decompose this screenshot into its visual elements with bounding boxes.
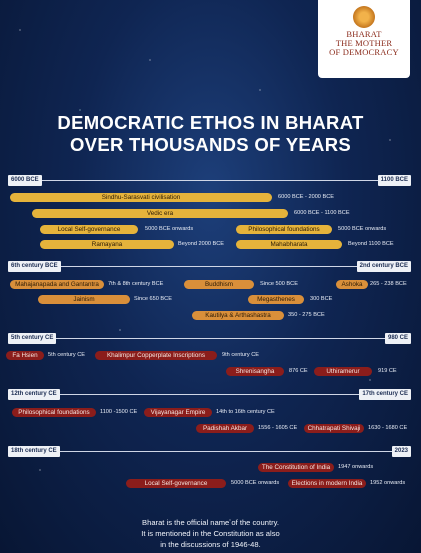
era-bar: Mahabharata bbox=[236, 240, 342, 249]
era-date: 6000 BCE - 1100 BCE bbox=[294, 210, 350, 216]
timeline-rule bbox=[8, 180, 411, 181]
era-bar: Vijayanagar Empire bbox=[144, 408, 212, 417]
footer-note: Bharat is the official name of the count… bbox=[0, 517, 421, 550]
era-bar: Fa Hsien bbox=[6, 351, 44, 360]
era-bar: Vedic era bbox=[32, 209, 288, 218]
era-date: 265 - 238 BCE bbox=[370, 281, 407, 287]
page-title: DEMOCRATIC ETHOS IN BHARAT OVER THOUSAND… bbox=[0, 112, 421, 156]
era-date: Beyond 1100 BCE bbox=[348, 241, 394, 247]
timeline-rule bbox=[8, 338, 411, 339]
logo-line2: THE MOTHER bbox=[335, 38, 393, 48]
era-date: 1947 onwards bbox=[338, 464, 374, 470]
era-bar: The Constitution of India bbox=[258, 463, 334, 472]
era-date: 1952 onwards bbox=[370, 480, 406, 486]
era-bar: Ramayana bbox=[40, 240, 174, 249]
era-bar: Khalimpur Copperplate Inscriptions bbox=[95, 351, 217, 360]
timeline-rule bbox=[8, 266, 411, 267]
footer-line2: It is mentioned in the Constitution as a… bbox=[141, 529, 280, 538]
era-date: Since 500 BCE bbox=[260, 281, 298, 287]
era-date: 14th to 16th century CE bbox=[216, 409, 275, 415]
emblem-icon bbox=[353, 6, 375, 28]
era-date: Since 650 BCE bbox=[134, 296, 172, 302]
timeline-rule bbox=[8, 394, 411, 395]
logo-line1: BHARAT bbox=[346, 29, 382, 39]
logo-line3: OF DEMOCRACY bbox=[329, 47, 399, 57]
era-date: 1630 - 1680 CE bbox=[368, 425, 408, 431]
timeline-rule bbox=[8, 451, 411, 452]
era-bar: Jainism bbox=[38, 295, 130, 304]
era-bar: Local Self-governance bbox=[40, 225, 138, 234]
era-date: 1556 - 1605 CE bbox=[258, 425, 298, 431]
title-line1: DEMOCRATIC ETHOS IN BHARAT bbox=[57, 112, 364, 133]
era-date: 5th century CE bbox=[48, 352, 85, 358]
era-bar: Shrenisangha bbox=[226, 367, 284, 376]
section1-end-tag: 1100 BCE bbox=[377, 175, 411, 186]
era-bar: Mahajanapada and Gantantra bbox=[10, 280, 104, 289]
era-date: 1100 -1500 CE bbox=[100, 409, 138, 415]
era-bar: Kautilya & Arthashastra bbox=[192, 311, 284, 320]
section3-start-tag: 5th century CE bbox=[8, 333, 57, 344]
era-date: 350 - 275 BCE bbox=[288, 312, 325, 318]
era-date: 7th & 8th century BCE bbox=[108, 281, 164, 287]
era-date: 919 CE bbox=[378, 368, 397, 374]
era-date: 5000 BCE onwards bbox=[338, 226, 387, 232]
era-bar: Chhatrapati Shivaji bbox=[304, 424, 364, 433]
section2-start-tag: 6th century BCE bbox=[8, 261, 61, 272]
era-bar: Sindhu-Sarasvati civilisation bbox=[10, 193, 272, 202]
footer-line1: Bharat is the official name of the count… bbox=[142, 518, 279, 527]
footer-line3: in the discussions of 1946-48. bbox=[160, 540, 261, 549]
era-bar: Local Self-governance bbox=[126, 479, 226, 488]
section2-end-tag: 2nd century BCE bbox=[356, 261, 411, 272]
section4-start-tag: 12th century CE bbox=[8, 389, 60, 400]
era-date: 300 BCE bbox=[310, 296, 333, 302]
era-bar: Padishah Akbar bbox=[196, 424, 254, 433]
era-date: 876 CE bbox=[289, 368, 308, 374]
era-bar: Elections in modern India bbox=[288, 479, 366, 488]
section1-start-tag: 6000 BCE bbox=[8, 175, 42, 186]
era-date: 5000 BCE onwards bbox=[231, 480, 280, 486]
title-line2: OVER THOUSANDS OF YEARS bbox=[69, 134, 351, 155]
era-bar: Buddhism bbox=[184, 280, 254, 289]
section4-end-tag: 17th century CE bbox=[359, 389, 411, 400]
section5-end-tag: 2023 bbox=[391, 446, 411, 457]
era-date: 6000 BCE - 2000 BCE bbox=[278, 194, 334, 200]
section5-start-tag: 18th century CE bbox=[8, 446, 60, 457]
era-bar: Ashoka bbox=[336, 280, 368, 289]
section3-end-tag: 980 CE bbox=[384, 333, 411, 344]
era-date: 9th century CE bbox=[222, 352, 259, 358]
era-bar: Philosophical foundations bbox=[236, 225, 332, 234]
era-bar: Megasthenes bbox=[248, 295, 304, 304]
era-bar: Philosophical foundations bbox=[12, 408, 96, 417]
era-date: Beyond 2000 BCE bbox=[178, 241, 225, 247]
logo: BHARAT THE MOTHER OF DEMOCRACY bbox=[318, 0, 410, 78]
era-date: 5000 BCE onwards bbox=[145, 226, 194, 232]
era-bar: Uthiramerur bbox=[314, 367, 372, 376]
